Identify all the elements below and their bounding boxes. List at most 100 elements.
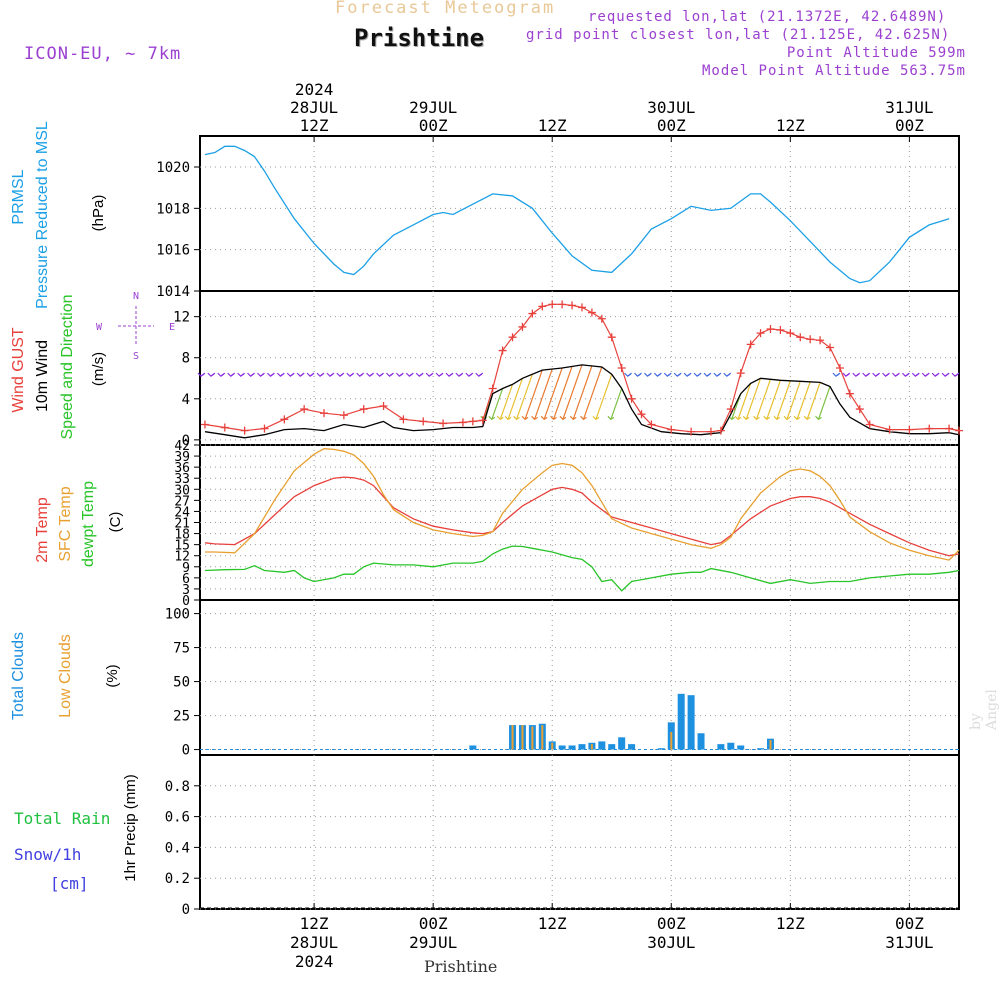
wind-arrowhead bbox=[872, 372, 879, 377]
wind-gust-marker bbox=[587, 308, 596, 317]
wind-gust-marker bbox=[399, 415, 408, 424]
wind-gust-marker bbox=[845, 389, 854, 398]
wind-gust-marker bbox=[647, 420, 656, 429]
wind-gust-marker bbox=[736, 369, 745, 378]
wind-arrowhead bbox=[607, 415, 615, 421]
y-tick-label: 50 bbox=[173, 675, 190, 691]
wind-gust-marker bbox=[627, 394, 636, 403]
wind-arrowhead bbox=[475, 372, 483, 377]
wind-gust-marker bbox=[379, 401, 388, 410]
pressure-label-desc: Pressure Reduced to MSL bbox=[34, 121, 51, 309]
y-tick-label: 1020 bbox=[156, 160, 190, 176]
wind-gust-marker bbox=[806, 335, 815, 344]
compass-east: E bbox=[169, 322, 175, 333]
wind-direction-arrow bbox=[524, 369, 543, 420]
y-tick-label: 27 bbox=[174, 494, 190, 509]
wind-gust-marker bbox=[478, 416, 487, 425]
wind-arrowhead bbox=[921, 372, 929, 377]
y-tick-label: 3 bbox=[182, 583, 190, 598]
pressure-label-prmsl: PRMSL bbox=[10, 169, 27, 224]
wind-gust-marker bbox=[339, 411, 348, 420]
temp-sfc-line bbox=[205, 448, 960, 561]
wind-gust-marker bbox=[826, 343, 835, 352]
bottom-time-label: 00Z bbox=[895, 914, 924, 933]
wind-gust-marker bbox=[716, 426, 725, 435]
wind-arrowhead bbox=[862, 372, 870, 377]
wind-arrowhead bbox=[326, 372, 334, 377]
wind-arrowhead bbox=[513, 415, 520, 421]
wind-arrowhead bbox=[734, 415, 742, 421]
wind-arrowhead bbox=[405, 372, 413, 377]
wind-gust-marker bbox=[796, 333, 805, 342]
wind-arrowhead bbox=[693, 372, 701, 377]
wind-gust-marker bbox=[498, 346, 507, 355]
bottom-time-label: 12Z bbox=[776, 914, 805, 933]
bottom-time-label: 2024 bbox=[295, 952, 334, 971]
point-altitude: Point Altitude 599m bbox=[786, 45, 966, 61]
low-cloud-bar bbox=[511, 725, 514, 750]
wind-gust-marker bbox=[637, 410, 646, 419]
wind-arrowhead bbox=[569, 415, 577, 421]
wind-arrowhead bbox=[504, 415, 512, 421]
wind-arrowhead bbox=[395, 372, 403, 377]
wind-gust-marker bbox=[756, 329, 765, 338]
wind-direction-arrow bbox=[755, 379, 772, 420]
wind-gust-marker bbox=[746, 340, 755, 349]
y-tick-label: 0 bbox=[182, 743, 190, 759]
panel-frame bbox=[199, 754, 960, 910]
wind-direction-label: Speed and Direction bbox=[59, 295, 76, 440]
wind-gust-marker bbox=[687, 427, 696, 436]
wind-gust-marker bbox=[577, 303, 586, 312]
bottom-time-label: 31JUL bbox=[885, 933, 933, 952]
total-cloud-bar bbox=[578, 744, 586, 750]
wind-arrowhead bbox=[296, 372, 304, 377]
wind-arrowhead bbox=[773, 415, 781, 421]
low-cloud-bar bbox=[531, 726, 534, 750]
wind-arrowhead bbox=[227, 372, 235, 377]
y-tick-label: 21 bbox=[174, 517, 190, 532]
wind-arrowhead bbox=[496, 415, 504, 421]
wind-arrowhead bbox=[803, 415, 811, 421]
wind-arrowhead bbox=[550, 415, 557, 421]
y-tick-label: 4 bbox=[182, 392, 190, 408]
wind-arrowhead bbox=[592, 415, 600, 421]
temp-2m-label: 2m Temp bbox=[34, 497, 51, 563]
y-tick-label: 18 bbox=[174, 528, 190, 543]
y-tick-label: 8 bbox=[182, 351, 190, 367]
low-cloud-bar bbox=[769, 740, 772, 750]
wind-direction-arrow bbox=[745, 378, 762, 420]
wind-arrowhead bbox=[465, 372, 473, 377]
top-time-label: 12Z bbox=[538, 116, 567, 135]
wind-gust-marker bbox=[945, 424, 954, 433]
wind-gust-marker bbox=[607, 333, 616, 342]
bottom-time-label: 28JUL bbox=[290, 933, 338, 952]
wind-arrowhead bbox=[521, 415, 529, 421]
wind-gust-marker bbox=[885, 425, 894, 434]
wind-arrowhead bbox=[793, 415, 801, 421]
wind-arrowhead bbox=[842, 372, 850, 377]
wind-gust-marker bbox=[776, 326, 785, 335]
wind-gust-marker bbox=[439, 419, 448, 428]
wind-arrowhead bbox=[488, 415, 496, 421]
wind-arrowhead bbox=[911, 372, 919, 377]
top-time-label: 00Z bbox=[657, 116, 686, 135]
wind-gust-marker bbox=[597, 314, 606, 323]
wind-gust-marker bbox=[835, 364, 844, 372]
total-cloud-bar bbox=[598, 741, 606, 750]
top-time-label: 12Z bbox=[776, 116, 805, 135]
wind-direction-arrow bbox=[766, 380, 781, 420]
wind-arrowhead bbox=[683, 372, 691, 377]
panel-frame bbox=[199, 599, 960, 756]
wind-arrowhead bbox=[247, 372, 254, 377]
wind-direction-arrow bbox=[562, 364, 583, 420]
top-time-label: 12Z bbox=[300, 116, 329, 135]
total-cloud-bar bbox=[697, 733, 705, 750]
total-clouds-label: Total Clouds bbox=[10, 632, 27, 720]
y-tick-label: 0.6 bbox=[165, 810, 190, 826]
wind-arrowhead bbox=[217, 372, 225, 377]
y-tick-label: 0.4 bbox=[165, 840, 190, 856]
wind-gust-marker bbox=[528, 309, 537, 318]
wind-arrowhead bbox=[882, 372, 889, 377]
wind-direction-arrow bbox=[572, 365, 593, 420]
y-tick-label: 75 bbox=[173, 641, 190, 657]
